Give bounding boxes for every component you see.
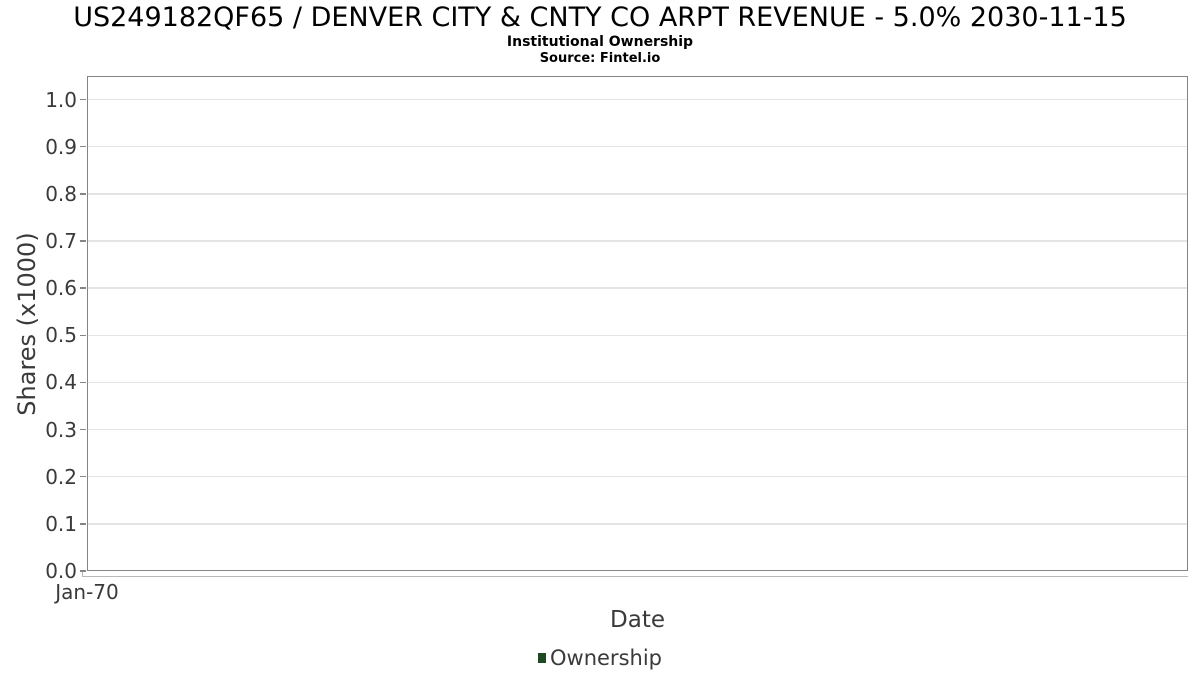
y-tick-mark (80, 475, 86, 478)
y-tick-label: 0.3 (45, 417, 77, 442)
y-tick-mark (80, 98, 86, 101)
y-tick-mark (80, 428, 86, 431)
y-tick-mark (80, 240, 86, 242)
y-tick-mark (80, 381, 86, 384)
gridline (87, 98, 1188, 101)
y-tick-label: 0.1 (45, 511, 77, 536)
plot-border (87, 76, 1188, 571)
y-axis-title: Shares (x1000) (13, 231, 41, 416)
y-tick-label: 0.4 (45, 370, 77, 395)
chart-source-label: Source: Fintel.io (539, 51, 661, 66)
gridline (87, 334, 1188, 337)
gridline (87, 381, 1188, 384)
y-tick-label: 0.7 (45, 229, 77, 253)
y-tick-mark (80, 193, 86, 195)
y-tick-mark (80, 570, 86, 572)
gridline (87, 193, 1188, 195)
legend-marker-icon (538, 653, 546, 663)
y-tick-label: 0.8 (45, 181, 77, 206)
y-tick-mark (80, 287, 86, 289)
y-tick-mark (80, 145, 86, 148)
gridline (87, 428, 1188, 431)
gridline (87, 523, 1188, 525)
y-tick-label: 0.6 (45, 276, 77, 301)
chart-title: US249182QF65 / DENVER CITY & CNTY CO ARP… (73, 2, 1127, 33)
x-tick-label: Jan-70 (55, 580, 119, 604)
gridline (87, 240, 1188, 242)
y-tick-label: 1.0 (45, 87, 77, 112)
y-tick-label: 0.2 (45, 464, 77, 489)
y-tick-label: 0.5 (45, 323, 77, 348)
x-tick-mark (81, 571, 83, 577)
gridline (87, 287, 1188, 289)
legend: Ownership (0, 646, 1200, 670)
y-tick-label: 0.9 (45, 134, 77, 159)
chart-subtitle: Institutional Ownership (506, 34, 694, 50)
plot-area: 0.0 0.1 0.2 0.3 0.4 0.5 0.6 0.7 0.8 0.9 1.0 Jan-70… (13, 76, 1188, 633)
gridline (87, 475, 1188, 478)
y-tick-label: 0.0 (45, 559, 77, 583)
legend-label: Ownership (550, 646, 662, 670)
y-tick-mark (80, 334, 86, 337)
x-axis-line (81, 575, 1188, 577)
gridline (87, 145, 1188, 148)
x-axis-title: Date (610, 607, 665, 633)
y-tick-mark (80, 523, 86, 525)
